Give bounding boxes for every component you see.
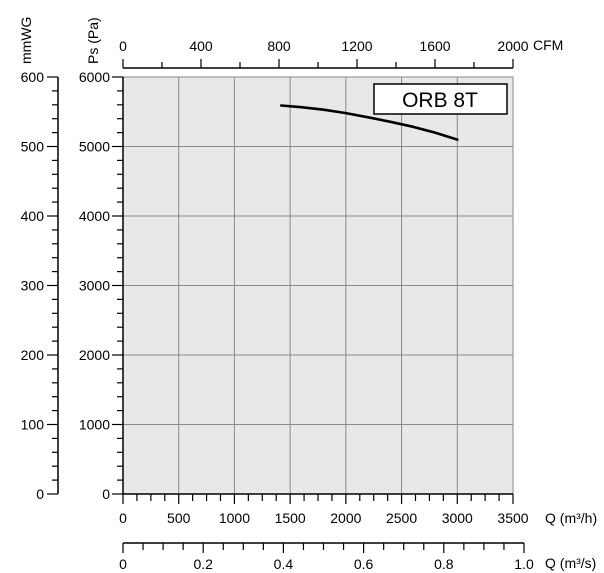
x-axis-tick-label-m3h: 1500 <box>275 510 306 526</box>
y-axis-tick-label-pa: 4000 <box>79 208 110 224</box>
x-axis-tick-label-m3h: 2500 <box>386 510 417 526</box>
x-axis-tick-label-m3h: 3500 <box>497 510 528 526</box>
x-axis-tick-label-m3s: 0.6 <box>354 556 374 572</box>
top-axis-tick-label-cfm: 800 <box>267 38 291 54</box>
y-axis-tick-label-mmwg: 300 <box>21 278 45 294</box>
y-axis-tick-label-pa: 1000 <box>79 417 110 433</box>
top-axis-title-cfm: CFM <box>533 37 563 53</box>
x-axis-tick-label-m3h: 0 <box>119 510 127 526</box>
y-axis-tick-label-pa: 5000 <box>79 139 110 155</box>
y-axis-tick-label-pa: 0 <box>102 486 110 502</box>
top-axis-tick-label-cfm: 400 <box>189 38 213 54</box>
x-axis-tick-label-m3s: 1.0 <box>514 556 534 572</box>
x-axis-tick-label-m3s: 0.4 <box>274 556 294 572</box>
y-axis-tick-label-pa: 2000 <box>79 347 110 363</box>
y-axis-title-mmwg: mmWG <box>18 17 34 64</box>
y-axis-tick-label-pa: 6000 <box>79 69 110 85</box>
performance-curve-line <box>279 104 459 141</box>
x-axis-tick-label-m3s: 0.8 <box>434 556 454 572</box>
y-axis-tick-label-mmwg: 500 <box>21 139 45 155</box>
x-axis-tick-label-m3h: 3000 <box>442 510 473 526</box>
x-axis-tick-label-m3s: 0 <box>119 556 127 572</box>
x-axis-tick-label-m3h: 500 <box>167 510 191 526</box>
top-axis-tick-label-cfm: 1200 <box>341 38 372 54</box>
y-axis-tick-label-mmwg: 600 <box>21 69 45 85</box>
x-axis-tick-label-m3h: 2000 <box>330 510 361 526</box>
model-badge-label: ORB 8T <box>402 89 478 112</box>
top-axis-tick-label-cfm: 2000 <box>497 38 528 54</box>
y-axis-tick-label-mmwg: 200 <box>21 347 45 363</box>
x-axis-title-m3h: Q (m³/h) <box>545 510 597 526</box>
x-axis-title-m3s: Q (m³/s) <box>545 555 596 571</box>
top-axis-tick-label-cfm: 0 <box>119 38 127 54</box>
x-axis-tick-label-m3s: 0.2 <box>193 556 213 572</box>
series-group <box>279 104 459 141</box>
model-badge-box <box>373 83 508 115</box>
axes <box>47 59 525 553</box>
y-axis-tick-label-mmwg: 0 <box>36 486 44 502</box>
top-axis-tick-label-cfm: 1600 <box>419 38 450 54</box>
y-axis-tick-label-mmwg: 100 <box>21 417 45 433</box>
y-axis-tick-label-pa: 3000 <box>79 278 110 294</box>
y-axis-tick-label-mmwg: 400 <box>21 208 45 224</box>
y-axis-title-pa: Ps (Pa) <box>85 17 101 64</box>
x-axis-tick-label-m3h: 1000 <box>219 510 250 526</box>
